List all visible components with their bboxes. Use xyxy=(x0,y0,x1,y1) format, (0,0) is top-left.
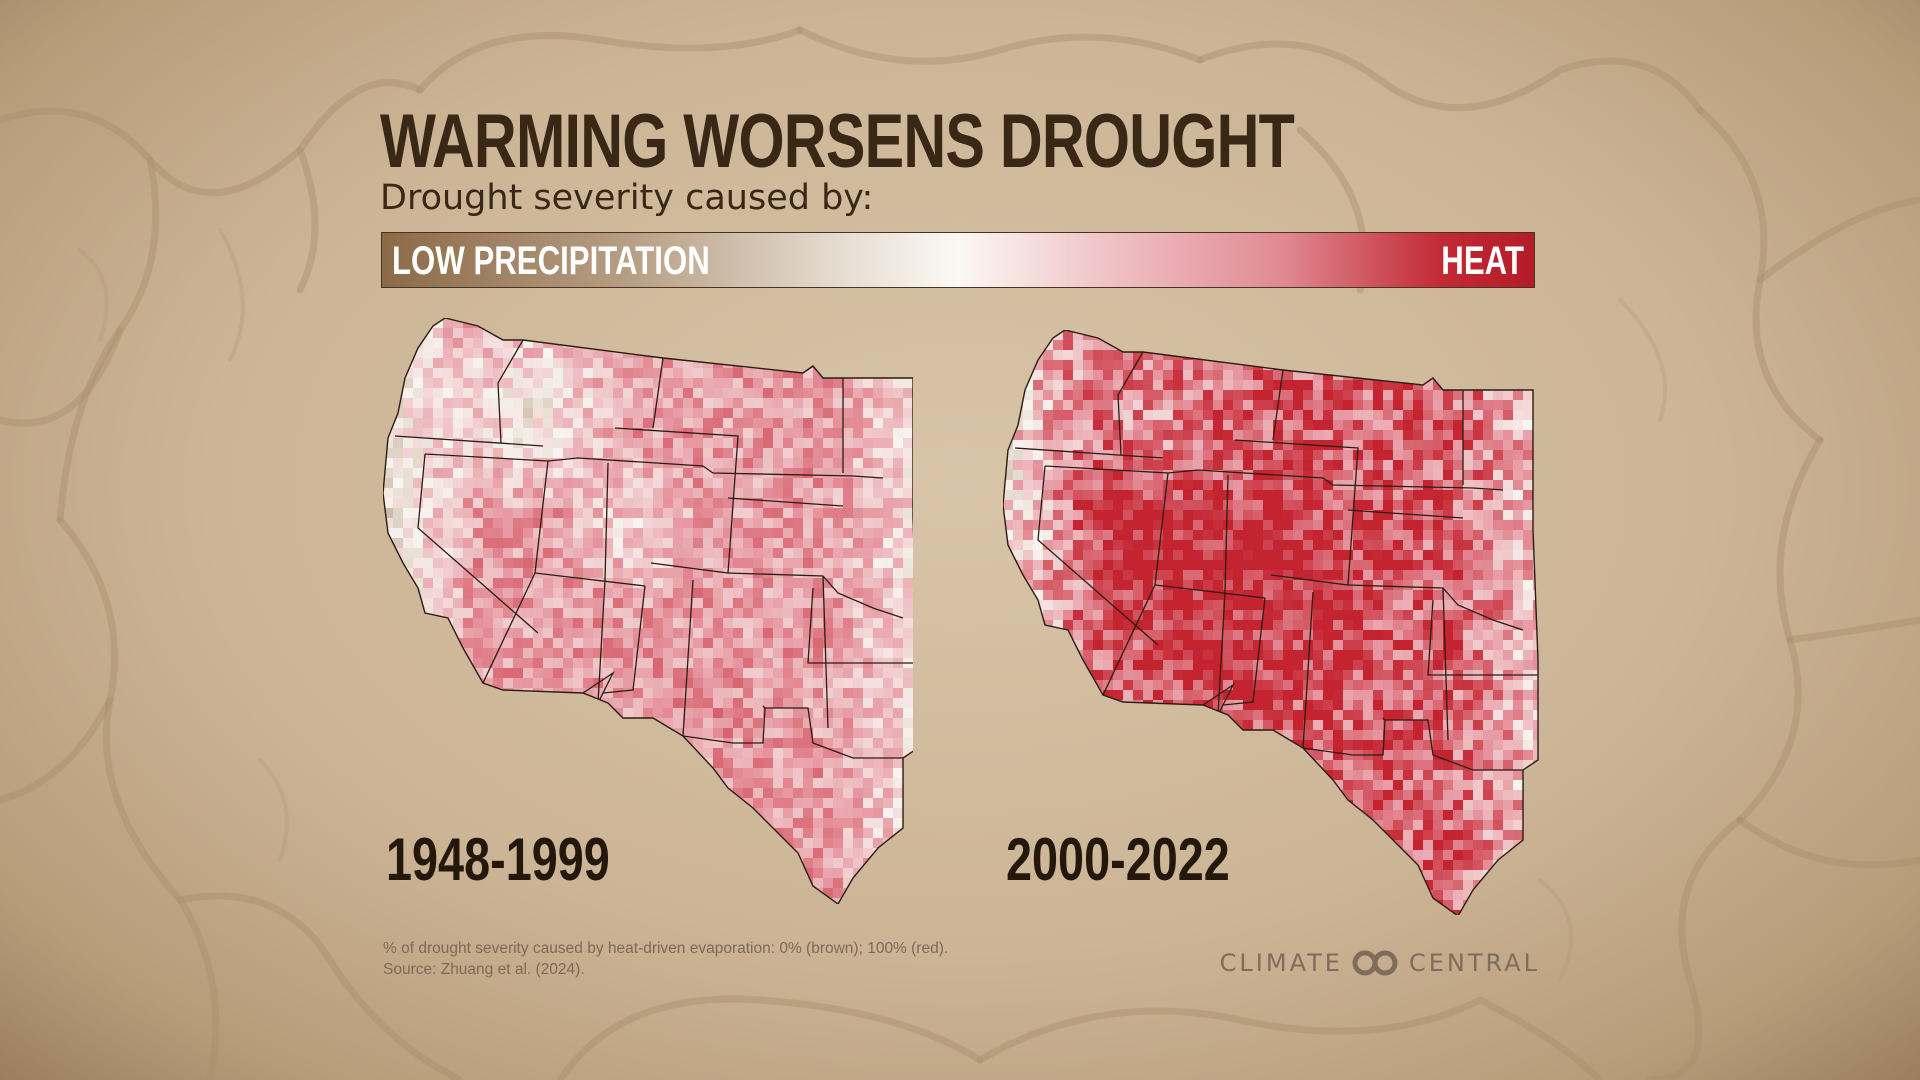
period-label-1948-1999: 1948-1999 xyxy=(386,826,610,893)
color-scale-legend: LOW PRECIPITATION HEAT xyxy=(381,232,1535,288)
linked-rings-icon xyxy=(1352,950,1398,976)
footnote: % of drought severity caused by heat-dri… xyxy=(383,938,948,980)
us-outline xyxy=(1003,330,1539,915)
footnote-source: Source: Zhuang et al. (2024). xyxy=(383,961,585,978)
map-2000-2022 xyxy=(1003,330,1539,915)
logo-word-central: CENTRAL xyxy=(1408,949,1540,977)
us-outline xyxy=(383,318,913,904)
chart-title: WARMING WORSENS DROUGHT xyxy=(380,99,1295,184)
chart-subtitle: Drought severity caused by: xyxy=(380,178,874,218)
footnote-definition: % of drought severity caused by heat-dri… xyxy=(383,940,949,957)
legend-high-label: HEAT xyxy=(1441,239,1524,283)
legend-low-label: LOW PRECIPITATION xyxy=(392,239,710,283)
period-label-2000-2022: 2000-2022 xyxy=(1006,826,1230,893)
climate-central-logo: CLIMATE CENTRAL xyxy=(1210,946,1540,980)
state-borders xyxy=(394,339,913,759)
severity-grid xyxy=(383,318,913,904)
state-borders xyxy=(1014,351,1538,771)
map-1948-1999 xyxy=(383,318,913,904)
logo-word-climate: CLIMATE xyxy=(1219,949,1343,977)
